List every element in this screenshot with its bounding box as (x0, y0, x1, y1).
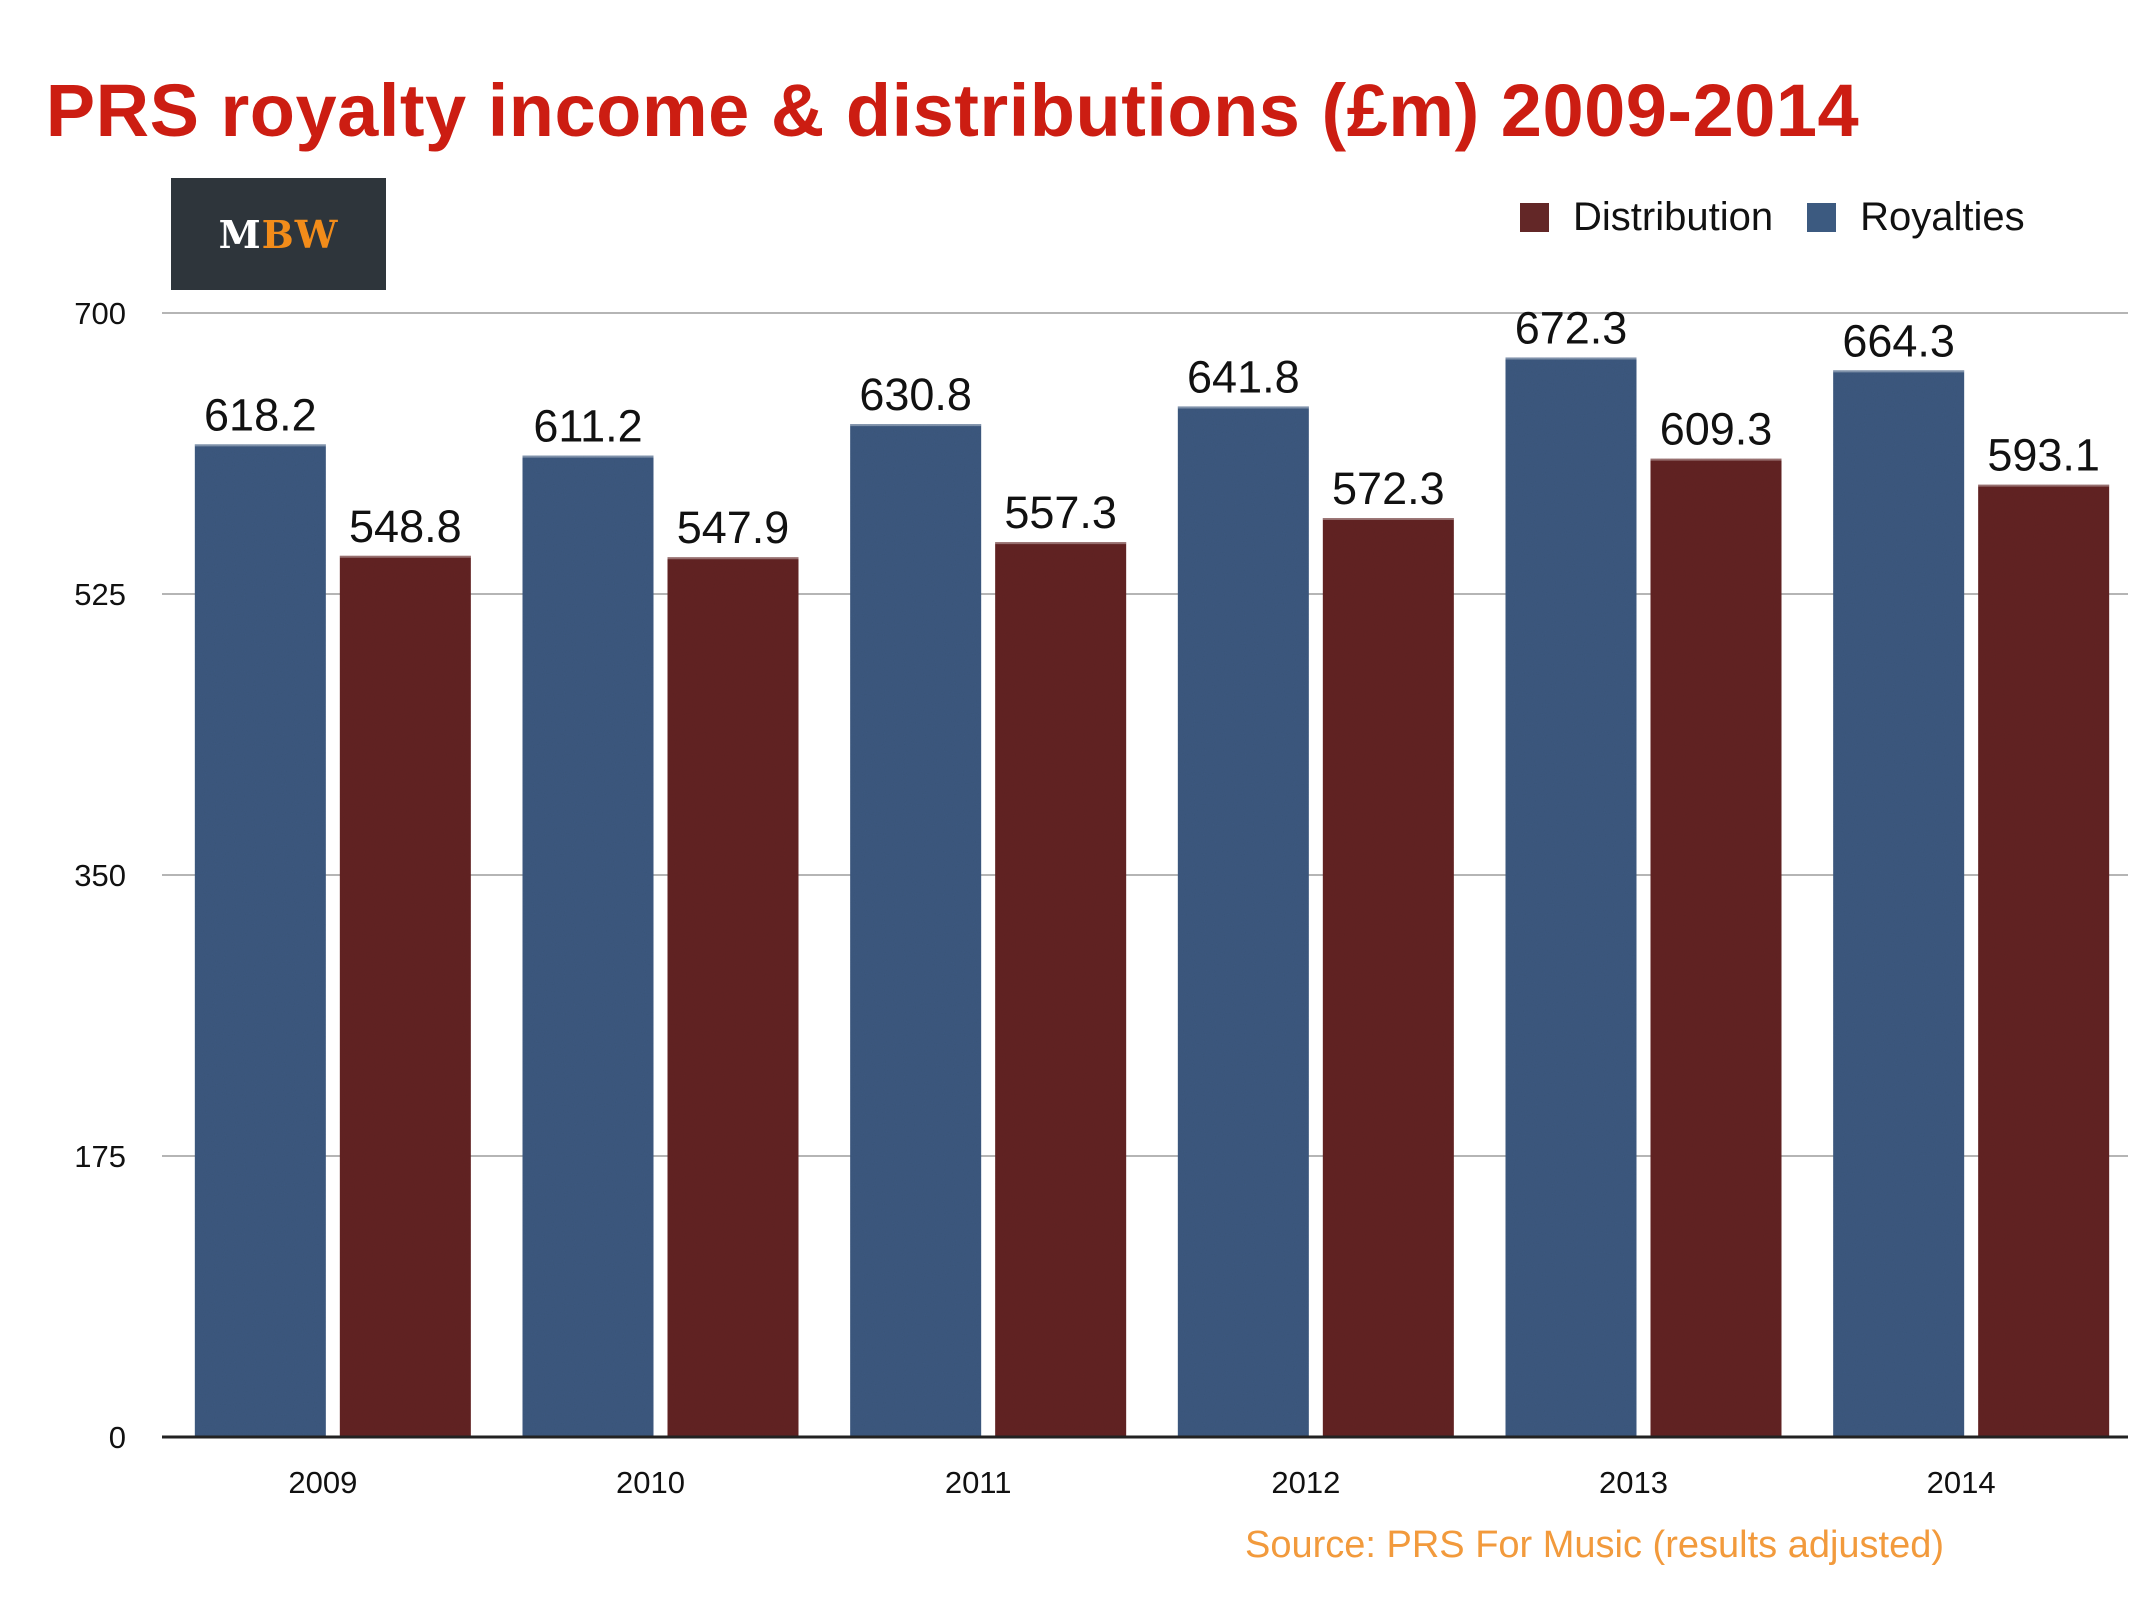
x-tick-label: 2010 (616, 1465, 685, 1500)
x-tick-label: 2014 (1927, 1465, 1996, 1500)
data-label: 572.3 (1332, 463, 1445, 514)
chart-legend: Distribution Royalties (1520, 195, 2059, 240)
legend-label-royalties: Royalties (1860, 195, 2025, 239)
data-label: 557.3 (1004, 487, 1117, 538)
logo-text: MBW (219, 212, 339, 257)
legend-swatch-distribution (1520, 203, 1549, 232)
bar-distribution-2014 (1978, 484, 2110, 1437)
y-tick-label: 700 (74, 296, 126, 331)
y-tick-label: 525 (74, 577, 126, 612)
y-tick-label: 175 (74, 1139, 126, 1174)
y-tick-label: 0 (109, 1420, 126, 1455)
x-tick-label: 2013 (1599, 1465, 1668, 1500)
data-label: 672.3 (1515, 302, 1628, 353)
x-tick-label: 2011 (945, 1465, 1012, 1500)
source-note: Source: PRS For Music (results adjusted) (1245, 1524, 1945, 1566)
mbw-logo: MBW (171, 178, 386, 290)
chart-title: PRS royalty income & distributions (£m) … (45, 69, 1860, 152)
bar-distribution-2009 (339, 555, 471, 1437)
y-tick-label: 350 (74, 858, 126, 893)
logo-m: M (218, 211, 262, 257)
bar-royalties-2009 (194, 444, 326, 1438)
data-label: 548.8 (349, 501, 462, 552)
data-label: 618.2 (204, 389, 317, 440)
bar-royalties-2013 (1505, 357, 1637, 1437)
legend-label-distribution: Distribution (1573, 195, 1774, 239)
bar-royalties-2010 (522, 455, 654, 1438)
legend-item-distribution: Distribution (1520, 195, 1773, 240)
legend-item-royalties: Royalties (1807, 195, 2025, 240)
data-label: 611.2 (533, 401, 642, 452)
bar-distribution-2011 (995, 542, 1127, 1437)
data-label: 664.3 (1842, 315, 1955, 366)
legend-swatch-royalties (1807, 203, 1837, 232)
bar-royalties-2011 (850, 424, 982, 1437)
x-tick-label: 2009 (288, 1465, 357, 1500)
data-label: 630.8 (859, 369, 972, 420)
bar-royalties-2014 (1833, 370, 1965, 1438)
data-label: 609.3 (1660, 404, 1773, 455)
bar-distribution-2010 (667, 557, 799, 1437)
logo-bw: BW (261, 211, 339, 257)
data-label: 547.9 (677, 502, 790, 553)
data-label: 593.1 (1987, 430, 2100, 481)
bar-distribution-2012 (1322, 518, 1454, 1437)
x-tick-label: 2012 (1271, 1465, 1340, 1500)
bar-distribution-2013 (1650, 458, 1782, 1437)
bar-royalties-2012 (1177, 406, 1309, 1437)
data-label: 641.8 (1187, 351, 1300, 402)
